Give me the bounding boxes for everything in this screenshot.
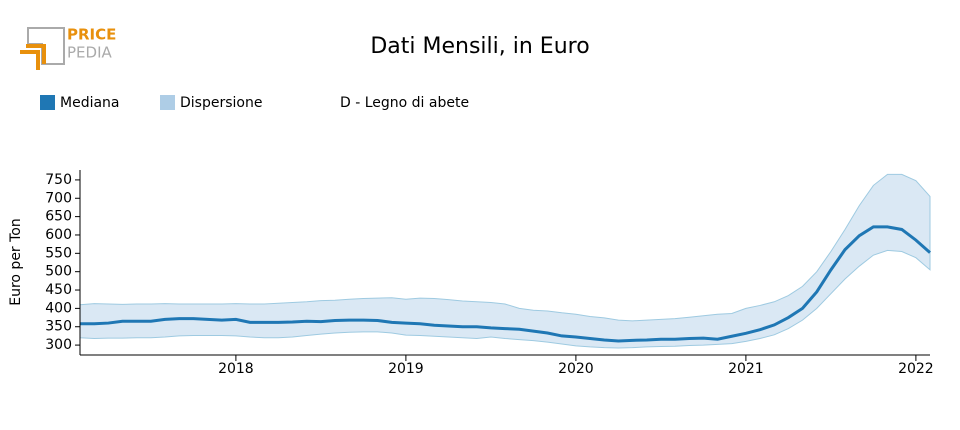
x-tick-label: 2019 [388, 361, 424, 377]
logo-mark [20, 44, 46, 70]
legend-label: Dispersione [180, 95, 262, 111]
y-tick-label: 350 [45, 319, 72, 335]
x-tick-label: 2021 [728, 361, 764, 377]
y-tick-label: 500 [45, 264, 72, 280]
dispersion-band [79, 173, 931, 349]
chart-title: Dati Mensili, in Euro [370, 34, 589, 59]
median-line [80, 225, 931, 343]
y-tick-label: 550 [45, 245, 72, 261]
y-tick-label: 750 [45, 172, 72, 188]
logo-bottom: PEDIA [67, 44, 112, 62]
subtitle: D - Legno di abete [340, 95, 469, 111]
legend-label: Mediana [60, 95, 120, 111]
x-tick-label: 2018 [218, 361, 254, 377]
x-tick-label: 2022 [898, 361, 934, 377]
y-tick-label: 300 [45, 337, 72, 353]
y-tick-label: 650 [45, 209, 72, 225]
y-tick-label: 450 [45, 282, 72, 298]
y-tick-label: 400 [45, 300, 72, 316]
y-tick-label: 700 [45, 190, 72, 206]
legend-swatch [40, 95, 55, 110]
logo-top: PRICE [67, 26, 116, 44]
y-axis-label: Euro per Ton [8, 218, 24, 306]
logo: PRICE PEDIA [20, 26, 116, 70]
legend-swatch [160, 95, 175, 110]
y-tick-label: 600 [45, 227, 72, 243]
x-tick-label: 2020 [558, 361, 594, 377]
